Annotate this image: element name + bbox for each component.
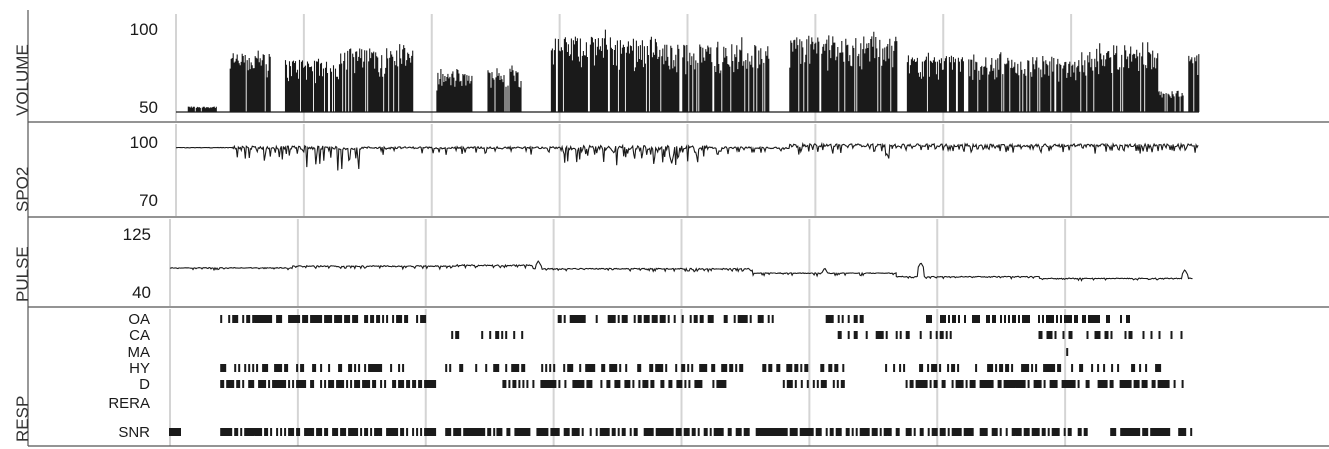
panel-label-pulse: PULSE bbox=[13, 246, 32, 302]
volume-series bbox=[187, 29, 1200, 112]
resp-row-label-oa: OA bbox=[128, 311, 150, 328]
resp-row-marks-snr bbox=[169, 428, 1193, 436]
trace-layer bbox=[169, 29, 1200, 282]
resp-row-marks-hy bbox=[220, 364, 1162, 372]
resp-row-label-snr: SNR bbox=[118, 424, 150, 441]
grid-layer bbox=[169, 14, 1073, 446]
frame-layer bbox=[27, 10, 1329, 447]
spo2-tick-bottom: 70 bbox=[139, 191, 158, 210]
panel-label-volume: VOLUME bbox=[13, 44, 32, 116]
pulse-series bbox=[169, 260, 1193, 282]
volume-tick-bottom: 50 bbox=[139, 98, 158, 117]
spo2-series bbox=[176, 141, 1199, 171]
resp-row-label-d: D bbox=[139, 376, 150, 393]
volume-tick-top: 100 bbox=[130, 20, 158, 39]
resp-row-marks-ca bbox=[451, 331, 1183, 339]
resp-row-label-rera: RERA bbox=[108, 395, 150, 412]
label-layer: VOLUME SPO2 PULSE RESP 100 50 100 70 125… bbox=[13, 20, 158, 442]
resp-row-marks-d bbox=[220, 380, 1184, 388]
spo2-tick-top: 100 bbox=[130, 133, 158, 152]
pulse-tick-top: 125 bbox=[123, 225, 151, 244]
resp-row-label-ma: MA bbox=[128, 344, 151, 361]
pulse-tick-bottom: 40 bbox=[132, 283, 151, 302]
panel-label-spo2: SPO2 bbox=[13, 167, 32, 212]
resp-row-label-ca: CA bbox=[129, 327, 150, 344]
resp-row-label-hy: HY bbox=[129, 360, 150, 377]
resp-row-marks-oa bbox=[220, 315, 1130, 323]
panel-label-resp: RESP bbox=[13, 396, 32, 442]
